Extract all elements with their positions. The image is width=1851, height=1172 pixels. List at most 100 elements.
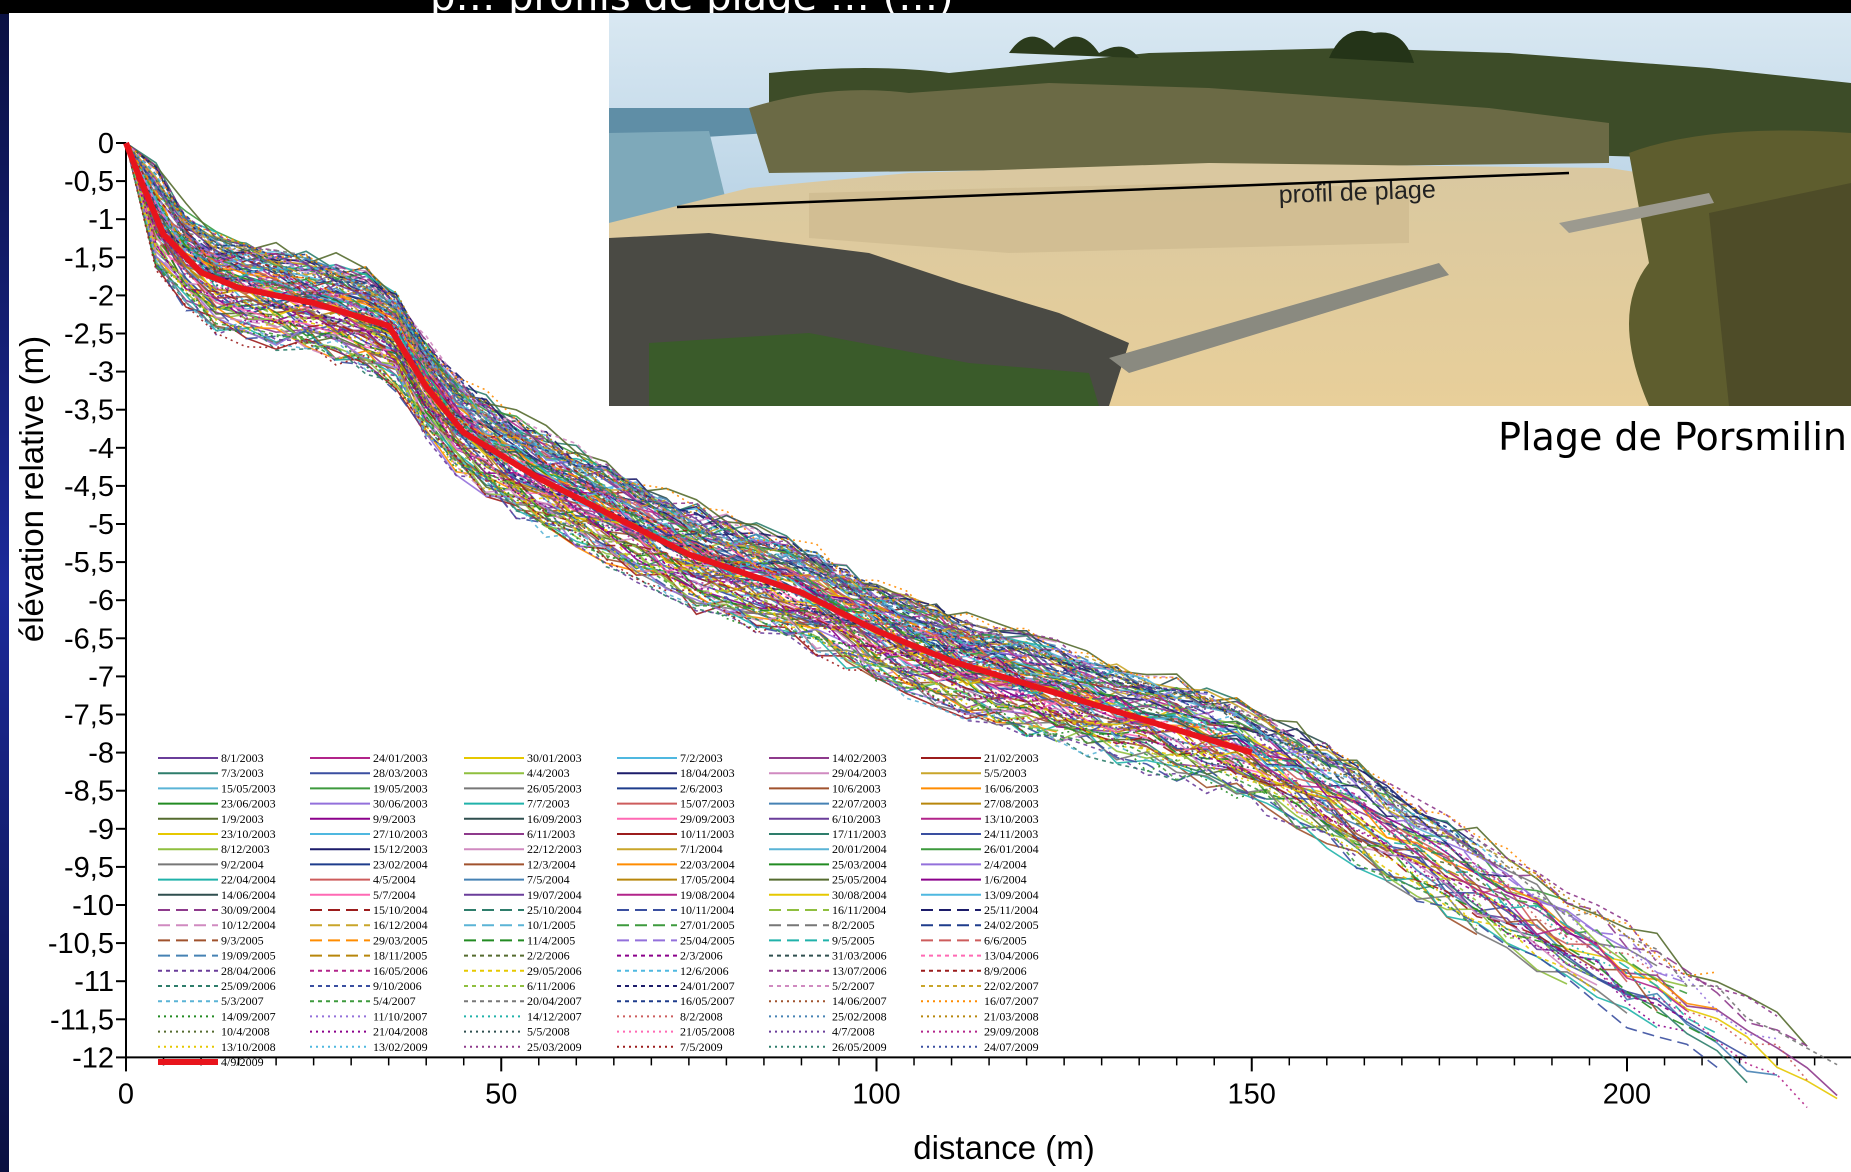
legend-label: 2/6/2003 [680, 781, 723, 795]
legend-label: 29/03/2005 [373, 933, 428, 947]
legend-label: 5/3/2007 [221, 994, 264, 1008]
legend-label: 30/01/2003 [527, 751, 582, 765]
legend-label: 13/02/2009 [373, 1040, 428, 1054]
legend-label: 16/11/2004 [832, 903, 886, 917]
profile-line [125, 142, 1838, 1066]
legend-label: 6/10/2003 [832, 812, 881, 826]
legend-label: 28/03/2003 [373, 766, 428, 780]
legend-label: 19/05/2003 [373, 781, 428, 795]
profile-line [125, 142, 1688, 995]
profile-line [125, 142, 1208, 711]
legend-label: 25/11/2004 [984, 903, 1038, 917]
legend-label: 18/11/2005 [373, 949, 427, 963]
legend-label: 16/05/2006 [373, 964, 428, 978]
legend-label: 13/09/2004 [984, 888, 1039, 902]
legend-label: 20/04/2007 [527, 994, 582, 1008]
legend-label: 4/7/2008 [832, 1025, 875, 1039]
legend-label: 25/09/2006 [221, 979, 276, 993]
legend-label: 21/03/2008 [984, 1009, 1039, 1023]
legend: 8/1/2003 24/01/2003 30/01/2003 7/2/2003 14/0… [158, 751, 1039, 1069]
profile-line [125, 142, 1207, 782]
legend-label: 2/2/2006 [527, 949, 570, 963]
legend-label: 23/06/2003 [221, 797, 276, 811]
legend-label: 6/11/2003 [527, 827, 575, 841]
legend-label: 11/10/2007 [373, 1009, 427, 1023]
legend-label: 19/09/2005 [221, 949, 276, 963]
x-tick-label: 150 [1228, 1078, 1276, 1110]
legend-label: 31/03/2006 [832, 949, 887, 963]
y-tick-label: -10,5 [48, 928, 114, 960]
legend-label: 29/09/2008 [984, 1025, 1039, 1039]
x-tick-label: 100 [852, 1078, 900, 1110]
legend-label: 30/08/2004 [832, 888, 887, 902]
legend-label: 5/4/2007 [373, 994, 416, 1008]
legend-label: 21/04/2008 [373, 1025, 428, 1039]
y-tick-label: -1,5 [64, 242, 114, 274]
profile-line [125, 142, 1388, 806]
legend-label: 29/04/2003 [832, 766, 887, 780]
beach-photo: profil de plage [609, 13, 1851, 406]
legend-label: 21/02/2003 [984, 751, 1039, 765]
legend-label: 5/7/2004 [373, 888, 416, 902]
legend-label: 7/5/2009 [680, 1040, 723, 1054]
legend-label: 8/2/2005 [832, 918, 875, 932]
legend-label: 22/07/2003 [832, 797, 887, 811]
legend-label: 17/05/2004 [680, 873, 735, 887]
legend-label: 23/10/2003 [221, 827, 276, 841]
photo-tree-right [1329, 30, 1414, 63]
profile-line [125, 142, 1688, 1033]
legend-label: 16/07/2007 [984, 994, 1039, 1008]
profile-line [125, 142, 1087, 679]
profile-line [125, 142, 1448, 832]
y-tick-label: -7,5 [64, 700, 114, 732]
photo-sea-shallow [609, 131, 729, 223]
legend-label: 14/12/2007 [527, 1009, 582, 1023]
y-tick-label: -9,5 [64, 852, 114, 884]
y-tick-label: -9 [88, 814, 114, 846]
legend-label: 25/04/2005 [680, 933, 735, 947]
legend-label: 27/10/2003 [373, 827, 428, 841]
profile-line [676, 171, 1570, 209]
legend-label: 25/05/2004 [832, 873, 887, 887]
profile-line [125, 142, 1658, 1000]
legend-label: 24/01/2007 [680, 979, 735, 993]
legend-label: 16/12/2004 [373, 918, 428, 932]
legend-label: 26/05/2003 [527, 781, 582, 795]
x-tick-label: 0 [118, 1078, 134, 1110]
profile-line [125, 142, 1147, 726]
legend-label: 15/05/2003 [221, 781, 276, 795]
legend-label: 30/06/2003 [373, 797, 428, 811]
legend-label: 27/08/2003 [984, 797, 1039, 811]
legend-label: 14/09/2007 [221, 1009, 276, 1023]
legend-label: 24/02/2005 [984, 918, 1039, 932]
legend-label: 10/11/2003 [680, 827, 734, 841]
y-tick-label: -6,5 [64, 623, 114, 655]
y-tick-label: -2 [88, 280, 114, 312]
legend-label: 16/06/2003 [984, 781, 1039, 795]
legend-label: 8/1/2003 [221, 751, 264, 765]
legend-label: 16/09/2003 [527, 812, 582, 826]
y-tick-label: -8 [88, 738, 114, 770]
legend-label: 29/05/2006 [527, 964, 582, 978]
legend-label: 15/07/2003 [680, 797, 735, 811]
legend-label: 14/06/2004 [221, 888, 276, 902]
photo-slipway [1109, 263, 1449, 373]
legend-label: 9/5/2005 [832, 933, 875, 947]
legend-label: 9/2/2004 [221, 857, 264, 871]
legend-label: 9/3/2005 [221, 933, 264, 947]
legend-label: 1/6/2004 [984, 873, 1027, 887]
legend-label: 5/5/2008 [527, 1025, 570, 1039]
y-tick-label: -10 [72, 890, 114, 922]
y-tick-label: -12 [72, 1042, 114, 1074]
legend-label: 18/04/2003 [680, 766, 735, 780]
legend-label: 7/1/2004 [680, 842, 723, 856]
profile-line [125, 142, 1028, 704]
legend-label: 10/12/2004 [221, 918, 276, 932]
legend-label: 25/10/2004 [527, 903, 582, 917]
y-tick-label: 0 [98, 128, 114, 160]
legend-label: 24/01/2003 [373, 751, 428, 765]
photo-trees-left [1009, 36, 1139, 58]
legend-label: 28/04/2006 [221, 964, 276, 978]
legend-label: 22/02/2007 [984, 979, 1039, 993]
profile-line [125, 142, 1508, 871]
